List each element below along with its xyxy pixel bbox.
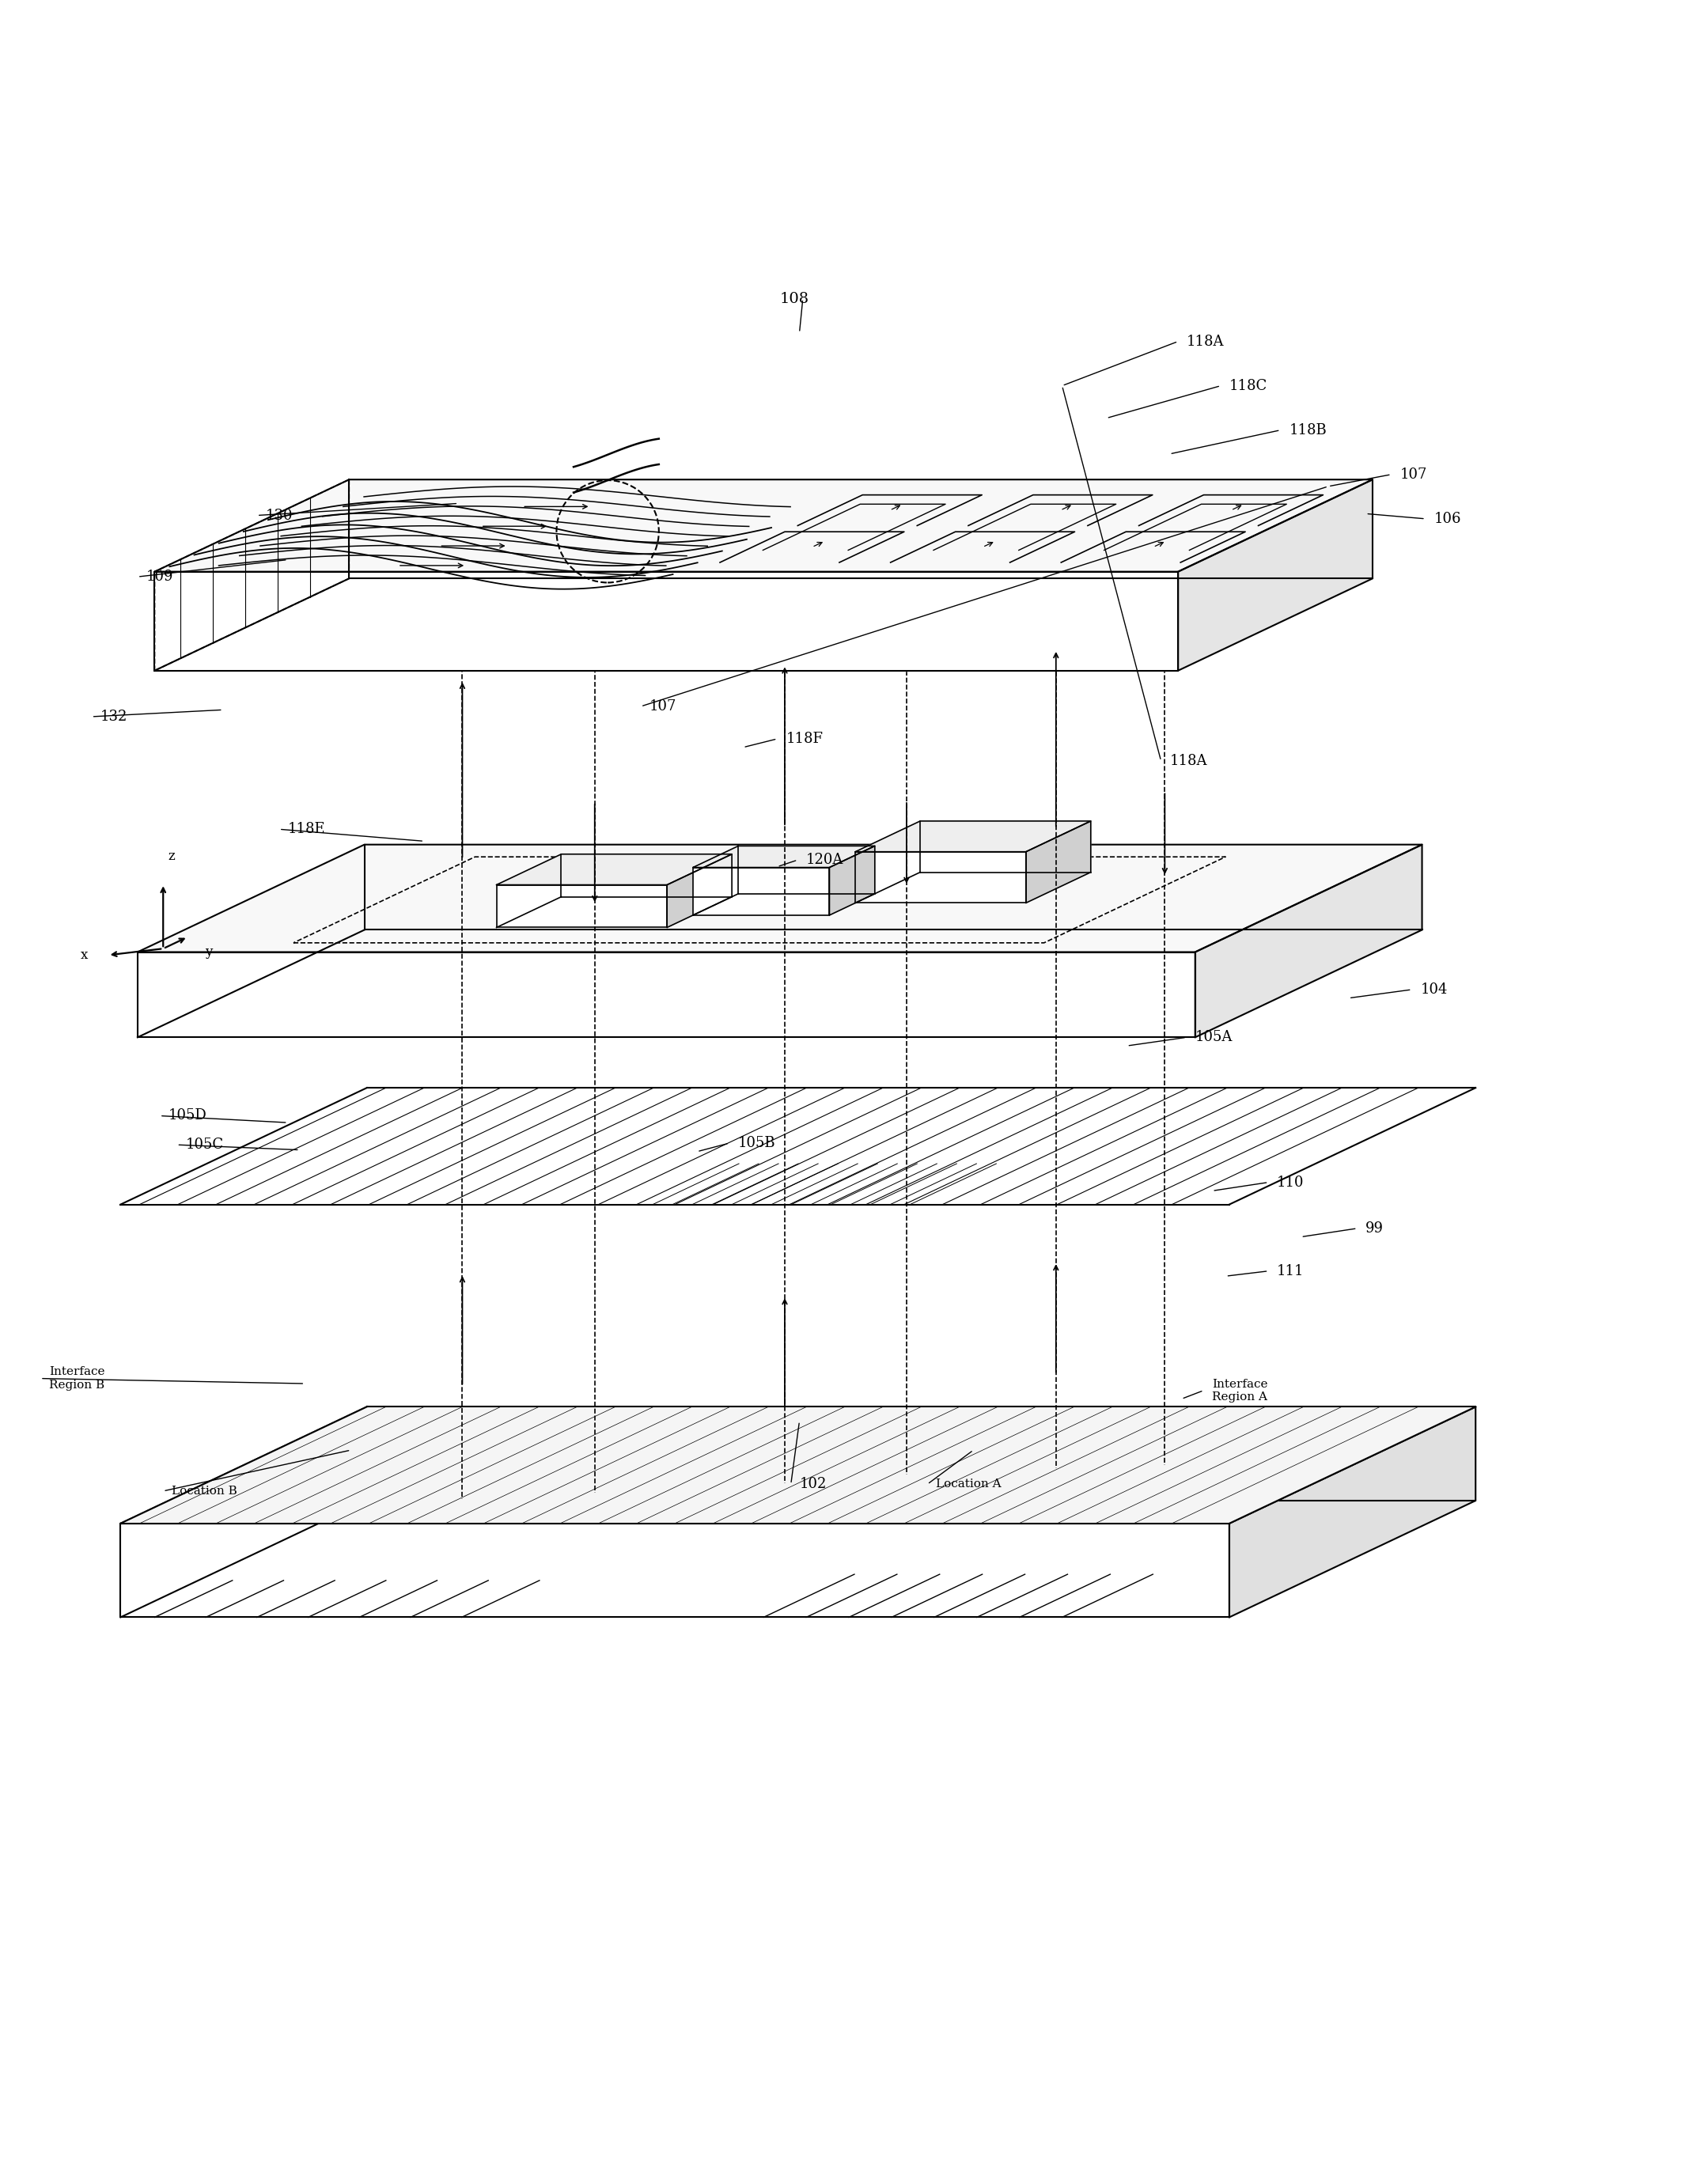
Text: Location B: Location B <box>173 1485 237 1496</box>
Polygon shape <box>217 1088 466 1204</box>
Polygon shape <box>1095 1088 1346 1204</box>
Polygon shape <box>1196 845 1423 1036</box>
Polygon shape <box>497 853 731 884</box>
Polygon shape <box>668 853 731 927</box>
Polygon shape <box>904 1088 1155 1204</box>
Text: y: y <box>205 945 212 958</box>
Polygon shape <box>1230 1406 1476 1618</box>
Polygon shape <box>1020 1088 1269 1204</box>
Text: Interface
Region B: Interface Region B <box>50 1367 104 1391</box>
Text: 105B: 105B <box>738 1136 775 1149</box>
Polygon shape <box>446 1088 695 1204</box>
Polygon shape <box>830 847 874 914</box>
Polygon shape <box>155 573 1179 671</box>
Polygon shape <box>292 1088 541 1204</box>
Polygon shape <box>369 1088 618 1204</box>
Polygon shape <box>155 479 1373 573</box>
Polygon shape <box>693 866 830 914</box>
Polygon shape <box>828 1088 1078 1204</box>
Text: 109: 109 <box>147 570 174 583</box>
Polygon shape <box>866 1088 1115 1204</box>
Polygon shape <box>693 847 874 866</box>
Polygon shape <box>675 1088 924 1204</box>
Polygon shape <box>789 1088 1040 1204</box>
Polygon shape <box>752 1088 1001 1204</box>
Polygon shape <box>980 1088 1230 1204</box>
Polygon shape <box>138 845 1423 951</box>
Polygon shape <box>140 1088 389 1204</box>
Text: 102: 102 <box>799 1478 827 1491</box>
Polygon shape <box>254 1088 504 1204</box>
Text: 106: 106 <box>1435 512 1462 527</box>
Text: 99: 99 <box>1366 1221 1383 1237</box>
Text: 111: 111 <box>1278 1265 1305 1278</box>
Text: 130: 130 <box>265 507 292 522</box>
Text: 118E: 118E <box>287 823 325 836</box>
Text: 105D: 105D <box>169 1108 207 1123</box>
Polygon shape <box>407 1088 658 1204</box>
Text: 107: 107 <box>649 699 676 714</box>
Polygon shape <box>138 951 1196 1036</box>
Text: 107: 107 <box>1401 468 1428 481</box>
Text: 120A: 120A <box>806 853 844 866</box>
Text: 104: 104 <box>1421 982 1447 997</box>
Text: 118C: 118C <box>1230 379 1267 392</box>
Polygon shape <box>598 1088 849 1204</box>
Text: 118F: 118F <box>786 731 823 747</box>
Polygon shape <box>856 821 1091 851</box>
Polygon shape <box>714 1088 963 1204</box>
Polygon shape <box>560 1088 810 1204</box>
Polygon shape <box>523 1088 772 1204</box>
Polygon shape <box>1134 1088 1383 1204</box>
Text: 105C: 105C <box>186 1139 224 1152</box>
Polygon shape <box>331 1088 581 1204</box>
Text: 132: 132 <box>101 710 126 723</box>
Text: 118A: 118A <box>1170 753 1208 768</box>
Polygon shape <box>943 1088 1192 1204</box>
Polygon shape <box>178 1088 427 1204</box>
Polygon shape <box>483 1088 733 1204</box>
Text: Interface
Region A: Interface Region A <box>1213 1378 1267 1402</box>
Polygon shape <box>121 1406 1476 1524</box>
Polygon shape <box>1172 1088 1421 1204</box>
Text: 108: 108 <box>779 292 810 307</box>
Polygon shape <box>637 1088 886 1204</box>
Polygon shape <box>497 884 668 927</box>
Polygon shape <box>1057 1088 1307 1204</box>
Text: x: x <box>80 949 87 962</box>
Text: 118A: 118A <box>1187 335 1225 348</box>
Text: 118B: 118B <box>1290 422 1327 438</box>
Text: 105A: 105A <box>1196 1030 1233 1045</box>
Text: Location A: Location A <box>936 1478 1001 1489</box>
Polygon shape <box>1179 479 1373 671</box>
Polygon shape <box>121 1524 1230 1618</box>
Text: 110: 110 <box>1278 1176 1305 1189</box>
Text: z: z <box>167 849 176 864</box>
Polygon shape <box>1027 821 1091 903</box>
Polygon shape <box>121 1406 1476 1524</box>
Polygon shape <box>856 851 1027 903</box>
